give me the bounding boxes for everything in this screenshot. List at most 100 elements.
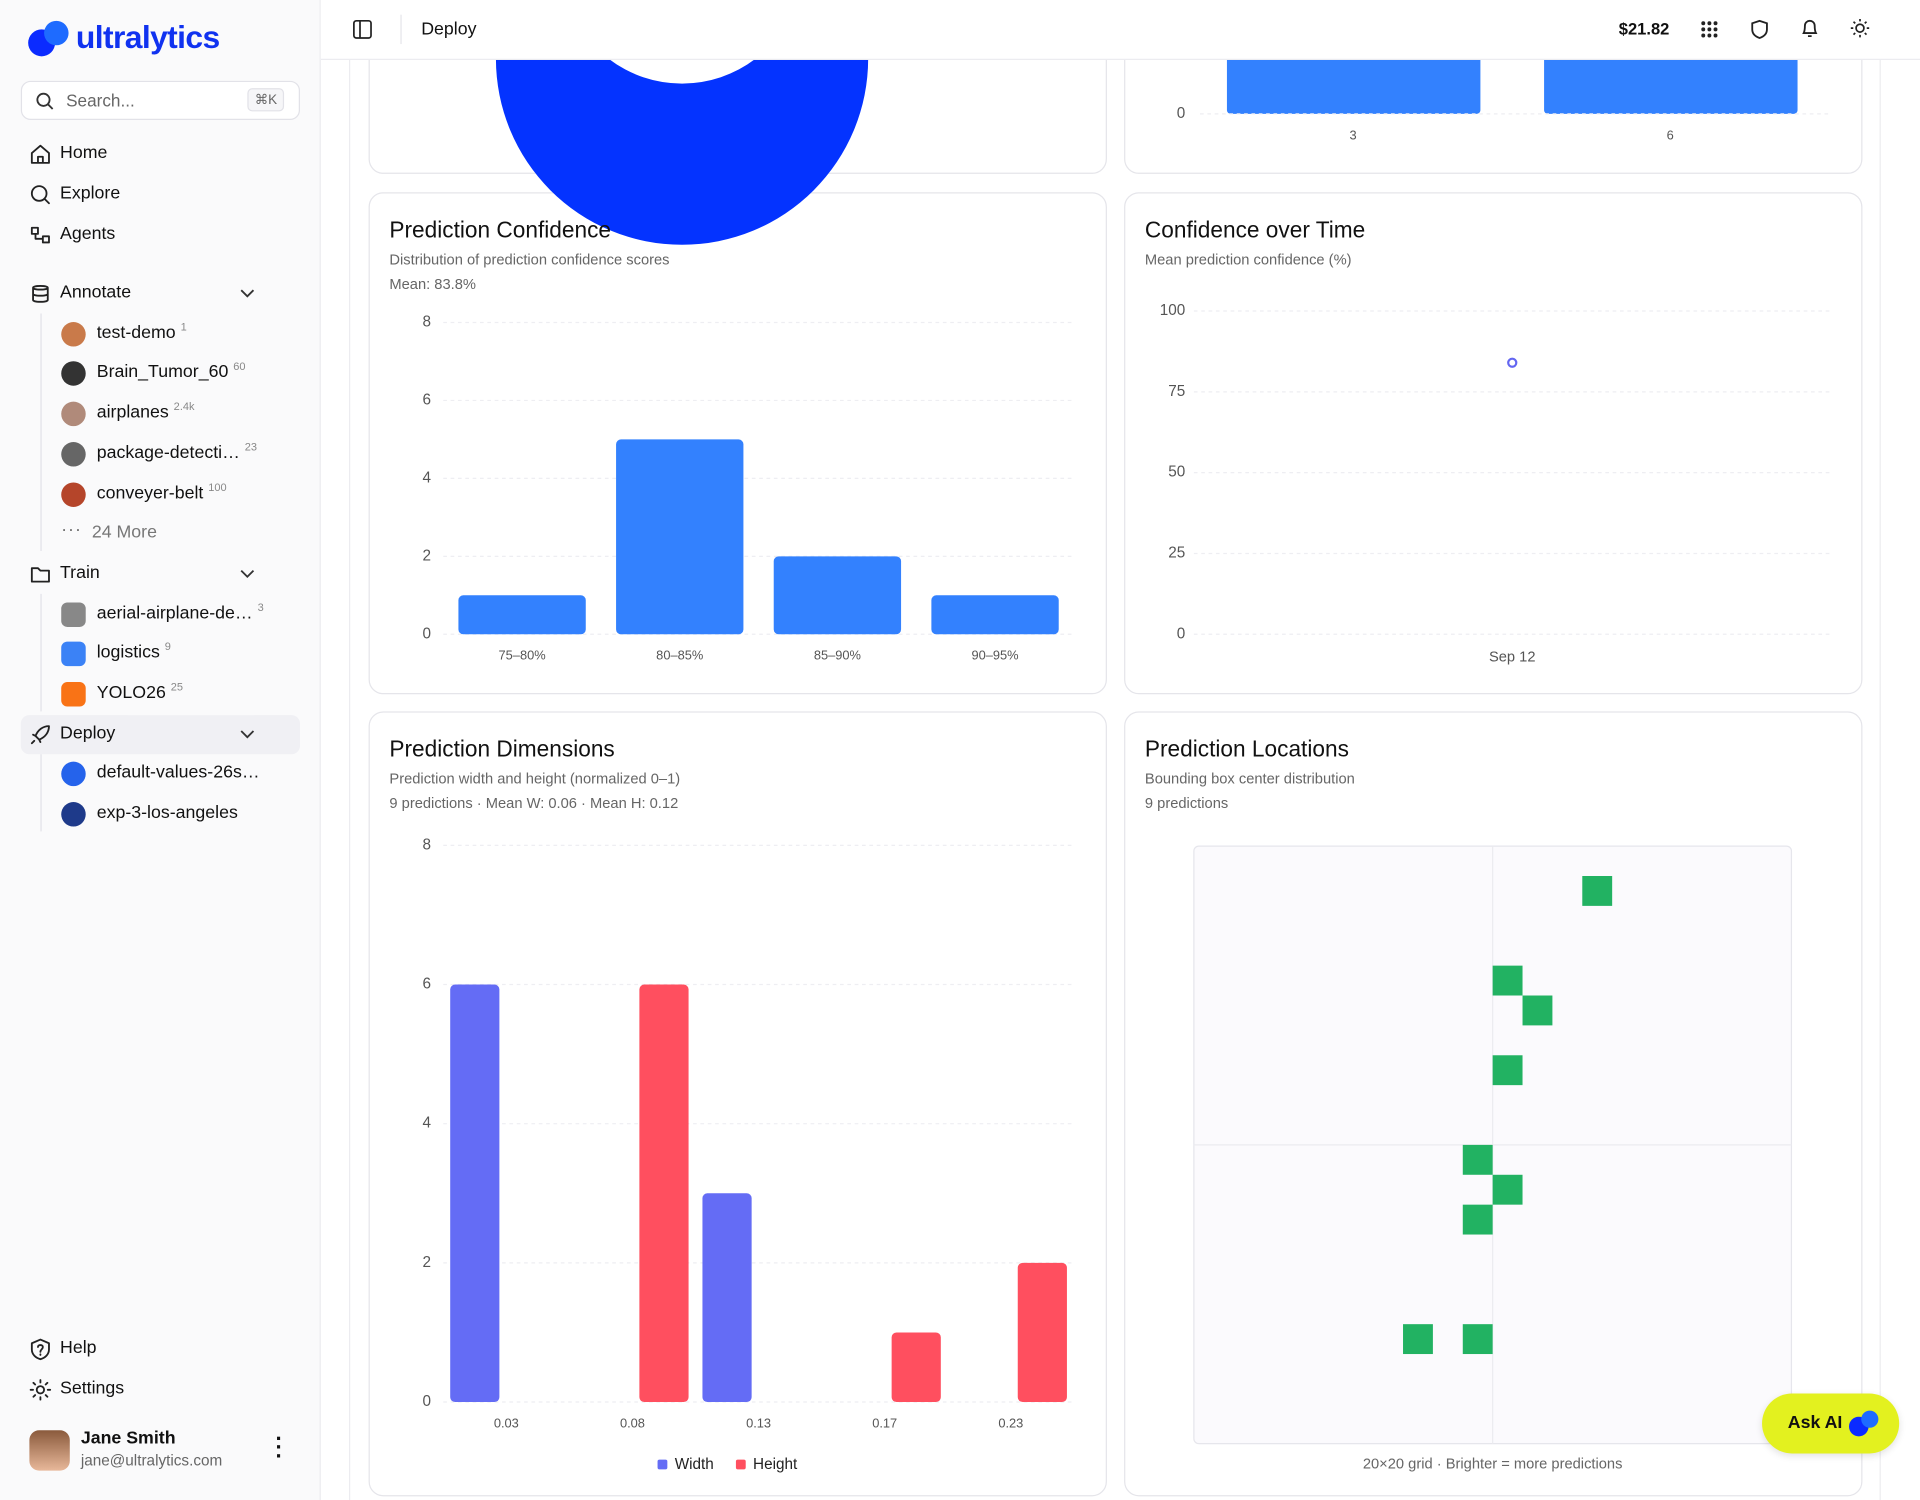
y-tick-label: 75 bbox=[1168, 383, 1185, 400]
user-name: Jane Smith bbox=[80, 1428, 176, 1449]
project-item[interactable]: test-demo 1 bbox=[96, 320, 187, 343]
project-count: 100 bbox=[208, 480, 227, 493]
project-item[interactable]: YOLO26 25 bbox=[96, 681, 183, 703]
project-item[interactable]: conveyer-belt 100 bbox=[97, 481, 227, 503]
ask-ai-label: Ask AI bbox=[1787, 1413, 1843, 1433]
bar bbox=[702, 1193, 752, 1403]
sidebar: ultralytics Search... ⌘K Home Explore Agen… bbox=[0, 0, 321, 1500]
x-tick-label: 0.08 bbox=[620, 1415, 645, 1430]
divider bbox=[1879, 58, 1881, 1500]
footer-link[interactable]: Help bbox=[60, 1338, 97, 1358]
bar bbox=[616, 439, 744, 635]
icon bbox=[29, 1379, 52, 1401]
chevron[interactable] bbox=[240, 729, 255, 739]
project-avatar bbox=[61, 682, 86, 707]
heat-cell bbox=[1462, 1144, 1493, 1175]
project-count: 3 bbox=[257, 600, 264, 613]
sidebar-toggle[interactable] bbox=[353, 19, 373, 40]
project-avatar bbox=[61, 361, 86, 387]
project-avatar bbox=[61, 441, 86, 467]
bell-icon[interactable] bbox=[1801, 18, 1818, 39]
icon bbox=[30, 567, 50, 583]
y-tick-label: 4 bbox=[423, 469, 432, 486]
project-name: YOLO26 bbox=[96, 683, 166, 703]
more-link[interactable]: 24 More bbox=[91, 523, 157, 543]
y-tick-label: 100 bbox=[1160, 302, 1186, 319]
y-tick-label: 0 bbox=[423, 625, 432, 642]
project-name: package-detecti… bbox=[96, 443, 240, 463]
shortcut: ⌘K bbox=[247, 88, 285, 112]
x-tick-label: 75–80% bbox=[499, 648, 546, 663]
project-avatar bbox=[61, 401, 86, 427]
x-tick-label: 85–90% bbox=[814, 648, 861, 663]
section-header[interactable]: Train bbox=[60, 563, 100, 583]
topbar: Deploy $21.82 bbox=[320, 0, 1920, 61]
y-tick-label: 4 bbox=[423, 1115, 432, 1132]
user-menu[interactable]: · · · bbox=[275, 1426, 283, 1469]
project-item[interactable]: exp-3-los-angeles bbox=[97, 803, 238, 823]
project-count: 2.4k bbox=[173, 400, 195, 413]
project-avatar bbox=[61, 641, 86, 667]
tree-line bbox=[40, 593, 42, 712]
x-tick-label: 0.23 bbox=[998, 1415, 1023, 1430]
project-count: 60 bbox=[233, 360, 246, 373]
page-title: Deploy bbox=[421, 19, 477, 40]
ask-ai-button[interactable]: Ask AI bbox=[1762, 1393, 1900, 1454]
legend-swatch bbox=[657, 1459, 668, 1470]
icon bbox=[30, 144, 50, 164]
chevron[interactable] bbox=[240, 569, 255, 579]
y-tick-label: 50 bbox=[1168, 464, 1185, 481]
shield-icon[interactable] bbox=[1751, 19, 1768, 40]
tree-line bbox=[40, 313, 42, 552]
bar bbox=[891, 1332, 941, 1403]
point bbox=[1507, 357, 1518, 368]
y-tick-label: 6 bbox=[423, 976, 432, 993]
project-item[interactable]: aerial-airplane-de… 3 bbox=[96, 601, 264, 623]
section-header[interactable]: Annotate bbox=[60, 282, 132, 303]
chevron[interactable] bbox=[240, 289, 255, 299]
heat-cell bbox=[1462, 1204, 1493, 1235]
caption: 20×20 grid · Brighter = more predictions bbox=[1363, 1456, 1623, 1472]
project-item[interactable]: logistics 9 bbox=[97, 641, 171, 663]
icon bbox=[32, 285, 49, 303]
project-item[interactable]: package-detecti… 23 bbox=[96, 441, 257, 463]
nav-item[interactable]: Home bbox=[60, 143, 108, 163]
legend-label: Height bbox=[753, 1456, 798, 1473]
nav-item[interactable]: Agents bbox=[60, 224, 116, 244]
project-count: 25 bbox=[170, 680, 183, 694]
y-tick-label: 8 bbox=[423, 836, 432, 853]
x-tick-label: 90–95% bbox=[971, 648, 1018, 663]
project-item[interactable]: Brain_Tumor_60 60 bbox=[97, 360, 246, 382]
theme-icon[interactable] bbox=[1850, 18, 1870, 38]
panel-title: Prediction Confidence bbox=[389, 216, 612, 243]
y-tick-label: 25 bbox=[1168, 545, 1185, 562]
more-dots: ··· bbox=[61, 519, 83, 540]
y-tick-label: 2 bbox=[423, 1254, 432, 1271]
panel-note: 9 predictions · Mean W: 0.06 · Mean H: 0… bbox=[389, 794, 679, 812]
credit[interactable]: $21.82 bbox=[1618, 19, 1670, 38]
project-avatar bbox=[61, 601, 86, 627]
project-item[interactable]: airplanes 2.4k bbox=[97, 401, 195, 423]
panel-subtitle: Distribution of prediction confidence sc… bbox=[389, 251, 670, 269]
divider bbox=[400, 14, 402, 45]
icon bbox=[30, 724, 50, 744]
y-tick-label: 2 bbox=[423, 547, 432, 564]
bar bbox=[639, 984, 689, 1403]
search-box[interactable]: Search... ⌘K bbox=[20, 80, 301, 121]
project-name: test-demo bbox=[96, 322, 176, 343]
legend-label: Width bbox=[675, 1456, 714, 1473]
project-item[interactable]: default-values-26s… bbox=[97, 763, 260, 783]
footer-link[interactable]: Settings bbox=[60, 1378, 125, 1399]
donut-segment bbox=[495, 58, 869, 245]
nav-item[interactable]: Explore bbox=[60, 183, 121, 204]
x-tick-label: 0.17 bbox=[872, 1415, 897, 1430]
apps-icon[interactable] bbox=[1701, 21, 1718, 38]
section-header[interactable]: Deploy bbox=[60, 723, 116, 743]
user-email: jane@ultralytics.com bbox=[80, 1452, 223, 1470]
project-name: aerial-airplane-de… bbox=[96, 603, 253, 623]
heat-cell bbox=[1582, 876, 1613, 906]
panel-subtitle: Prediction width and height (normalized … bbox=[389, 770, 681, 788]
heat-cell bbox=[1492, 965, 1523, 996]
heat-cell bbox=[1403, 1324, 1433, 1355]
brand: ultralytics bbox=[75, 18, 220, 56]
